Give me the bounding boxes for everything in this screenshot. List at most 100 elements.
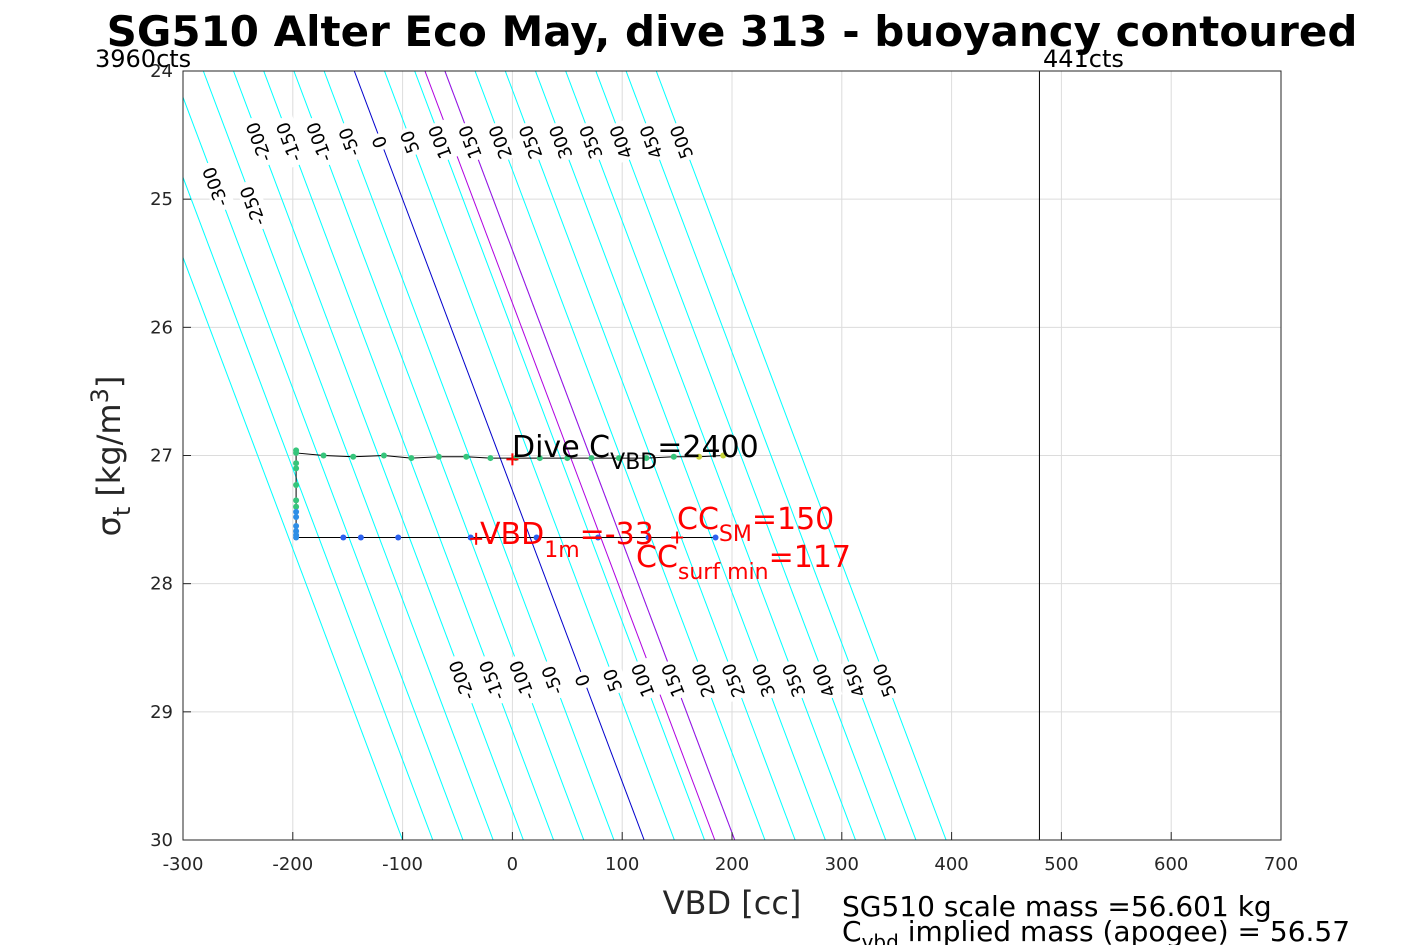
vbd-prefix: VBD — [480, 517, 544, 552]
ccsurf-value: =117 — [769, 540, 851, 575]
trace-point-upper — [696, 453, 703, 460]
contour-line — [414, 71, 706, 840]
scale-mass-text: SG510 scale mass =56.601 kg — [842, 890, 1272, 923]
contour-label-bottom: 150 — [658, 660, 690, 700]
contour-label-top-bg — [424, 119, 459, 164]
contour-label-top-bg — [665, 119, 700, 164]
trace-point-upper — [380, 452, 387, 459]
contour-label-top-bg — [605, 119, 640, 164]
x-tick-label: -300 — [163, 854, 204, 875]
contour-label-bottom-bg — [838, 657, 873, 702]
contour-label-top-bg — [234, 178, 274, 233]
trace-point-upper — [408, 455, 415, 462]
x-tick-label: 300 — [825, 854, 859, 875]
trace-point-left — [293, 508, 300, 515]
contour-label-top-bg — [240, 114, 280, 169]
x-tick-label: 100 — [605, 854, 639, 875]
trace-point-upper — [615, 455, 622, 462]
left-count-label: 3960cts — [95, 45, 191, 73]
contour-label-bottom-bg — [777, 657, 813, 702]
trace-point-left — [293, 465, 300, 472]
ccsm-value: =150 — [752, 502, 834, 537]
contour-label-top-bg — [301, 114, 340, 169]
contour-label-bottom: 100 — [628, 660, 660, 700]
trace-point-left — [293, 534, 300, 541]
contour-label-top-bg — [484, 119, 519, 164]
contour-label-bottom: 250 — [718, 660, 750, 700]
contour-line — [504, 71, 796, 840]
contour-label-top-bg — [544, 119, 580, 164]
implied-mass-rest: implied mass (apogee) = 56.57 — [899, 915, 1350, 945]
contour-line — [183, 175, 434, 840]
trace-point-lower — [645, 534, 652, 541]
implied-mass-text: Cvbd implied mass (apogee) = 56.57 — [842, 915, 1350, 945]
contour-label-top: 100 — [425, 122, 457, 162]
contour-label-bottom-bg — [443, 652, 483, 708]
trace-point-lower — [712, 534, 719, 541]
trace-point-lower — [340, 534, 347, 541]
contour-label-top-bg — [333, 119, 368, 164]
ccsurf-sub: surf min — [678, 560, 769, 585]
contour-label-top-bg — [575, 119, 610, 164]
contour-label-top-bg — [514, 119, 550, 164]
y-axis-label-unit: [kg/m — [90, 403, 128, 496]
highlight-contour-line — [424, 71, 716, 840]
x-tick-label: 0 — [507, 854, 518, 875]
right-count-label: 441cts — [1043, 45, 1124, 73]
contour-label-top: 400 — [606, 122, 638, 162]
contour-label-bottom-bg — [868, 657, 903, 702]
contour-line — [353, 71, 645, 840]
x-tick-label: 700 — [1264, 854, 1298, 875]
contour-label-bottom: 500 — [869, 660, 901, 700]
trace-point-lower — [595, 534, 602, 541]
trace-point-left — [293, 497, 300, 504]
contour-line — [183, 256, 404, 840]
x-tick-label: 500 — [1044, 854, 1078, 875]
contour-label-top: 250 — [515, 122, 547, 162]
dive-cvbd-value: =2400 — [657, 430, 758, 465]
implied-mass-prefix: C — [842, 915, 862, 945]
trace-point-left — [293, 481, 300, 488]
y-tick-label: 30 — [150, 830, 173, 851]
contour-label-bottom: 350 — [779, 660, 811, 700]
ccsm-sub: SM — [719, 522, 752, 547]
contour-label-top: 350 — [576, 122, 608, 162]
contour-label-top: 300 — [546, 122, 578, 162]
contour-label-top-bg — [395, 124, 427, 159]
contour-line — [595, 71, 887, 840]
trace-point-upper — [564, 455, 571, 462]
y-tick-label: 27 — [150, 446, 173, 467]
markers — [470, 453, 684, 545]
x-tick-label: -100 — [382, 854, 423, 875]
y-axis-label-sigma: σ — [90, 516, 128, 536]
contour-line — [384, 71, 675, 840]
dive-trace — [293, 447, 727, 541]
trace-point-left — [293, 514, 300, 521]
trace-point-left — [293, 503, 300, 510]
contour-label-bottom-bg — [598, 662, 630, 697]
contour-label-bottom-bg — [474, 652, 513, 708]
contour-label-top-bg — [367, 129, 395, 154]
y-axis-label-sub: t — [108, 507, 136, 516]
y-tick-label: 25 — [150, 189, 173, 210]
y-axis-label-close: ] — [90, 376, 128, 388]
contour-label-top-bg — [454, 119, 489, 164]
contour-line — [323, 71, 615, 840]
trace-point-upper — [536, 455, 543, 462]
contour-label-top: 150 — [455, 122, 487, 162]
vbd-1m-annotation: VBD1m=-33 — [480, 517, 654, 563]
contour-label-bottom: 300 — [749, 660, 781, 700]
trace-point-upper — [320, 452, 327, 459]
contour-label-bottom: 200 — [688, 660, 720, 700]
trace-point-lower — [533, 534, 540, 541]
contour-label-bottom: 400 — [809, 660, 841, 700]
x-axis-label: VBD [cc] — [663, 884, 802, 922]
trace-point-upper — [463, 453, 470, 460]
contour-label-bottom: 450 — [839, 660, 871, 700]
contour-label-top-bg — [271, 114, 310, 169]
contour-label-top: 500 — [666, 122, 698, 162]
contour-label-bottom-bg — [536, 657, 571, 702]
contour-label-bottom-bg — [626, 657, 662, 702]
y-tick-label: 28 — [150, 574, 173, 595]
